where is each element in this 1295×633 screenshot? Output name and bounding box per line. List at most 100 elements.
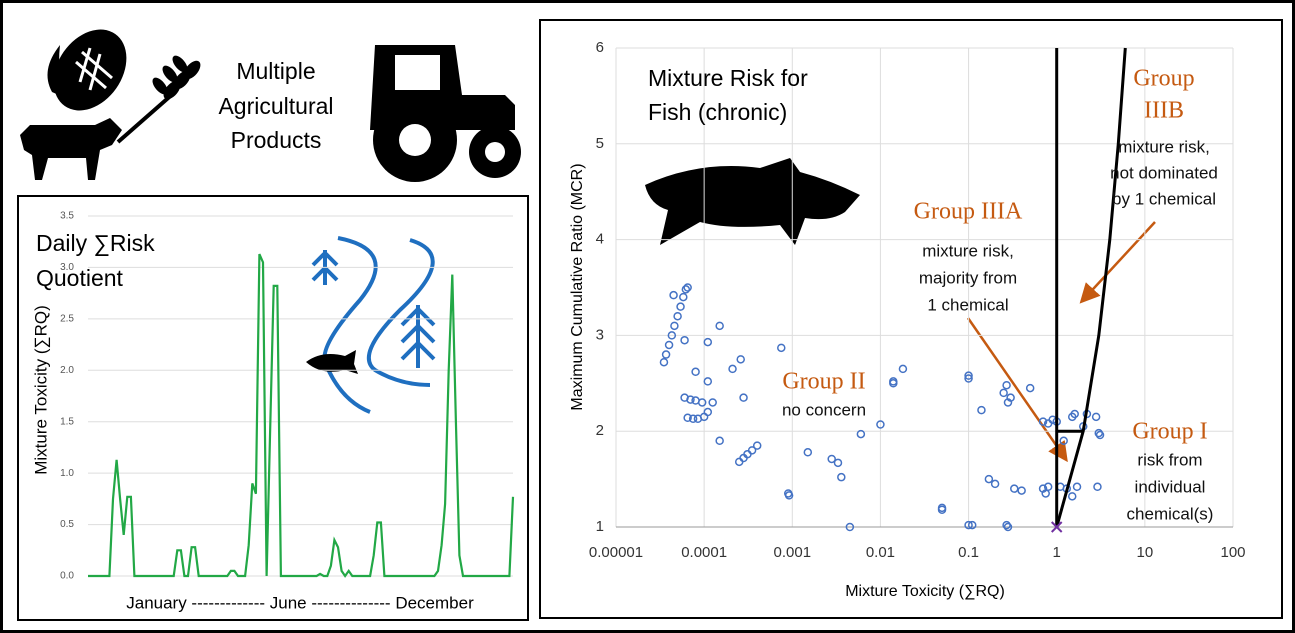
chart-title: Quotient xyxy=(36,265,124,291)
x-axis-label: Mixture Toxicity (∑RQ) xyxy=(845,583,1005,600)
data-point xyxy=(1010,484,1019,493)
cross-marker xyxy=(1051,521,1063,533)
arrow-iiib xyxy=(1079,221,1156,304)
data-point xyxy=(990,479,1000,489)
y-tick-label: 1.0 xyxy=(60,468,74,479)
data-point xyxy=(736,355,745,364)
tractor-icon xyxy=(370,45,521,182)
group-label: IIIB xyxy=(1144,98,1184,124)
group-label: Group IIIA xyxy=(914,199,1023,225)
x-tick-label: 0.00001 xyxy=(589,544,643,561)
data-point xyxy=(1091,412,1101,422)
data-point xyxy=(683,283,692,292)
data-point xyxy=(1095,430,1105,440)
corn-leaf xyxy=(47,45,70,100)
group-description: not dominated xyxy=(1110,163,1218,182)
data-point xyxy=(833,458,843,468)
data-point xyxy=(977,405,986,415)
data-point xyxy=(1093,482,1102,492)
data-point xyxy=(803,448,813,457)
data-point xyxy=(898,364,908,374)
y-tick-label: 1 xyxy=(596,518,604,535)
small-fish-icon xyxy=(306,350,358,374)
y-tick-label: 2.0 xyxy=(60,365,74,376)
x-tick-label: 0.1 xyxy=(958,544,979,561)
data-point xyxy=(664,340,674,350)
data-point xyxy=(752,441,762,450)
group-label: Group I xyxy=(1132,419,1207,445)
header-title: Multiple xyxy=(236,58,315,84)
fish-icon xyxy=(645,158,860,245)
data-point xyxy=(1025,383,1035,393)
data-point xyxy=(676,302,685,311)
y-tick-label: 3.5 xyxy=(60,211,74,222)
x-axis-label: January ------------- June -------------… xyxy=(126,593,474,612)
y-tick-label: 3.0 xyxy=(60,262,74,273)
y-tick-label: 5 xyxy=(596,135,604,152)
y-tick-label: 1.5 xyxy=(60,416,74,427)
data-point xyxy=(1017,486,1026,495)
data-point xyxy=(845,522,855,532)
y-axis-label: Mixture Toxicity (∑RQ) xyxy=(31,305,50,475)
y-axis-label: Maximum Cumulative Ratio (MCR) xyxy=(569,163,586,410)
x-tick-label: 100 xyxy=(1220,544,1245,561)
x-tick-label: 0.001 xyxy=(774,544,812,561)
data-point xyxy=(1059,436,1068,446)
corn-icon xyxy=(53,29,127,111)
data-point xyxy=(681,285,691,294)
data-point xyxy=(661,350,671,359)
data-point xyxy=(1002,380,1011,390)
data-point xyxy=(964,371,973,380)
group-label: Group xyxy=(1133,66,1194,92)
cow-icon xyxy=(20,118,122,180)
data-point xyxy=(703,377,713,386)
data-point xyxy=(673,311,682,321)
data-line xyxy=(88,253,515,578)
data-point xyxy=(739,393,748,402)
y-tick-label: 0.0 xyxy=(60,571,74,582)
data-point xyxy=(697,398,707,407)
data-point xyxy=(1070,409,1079,419)
data-point xyxy=(715,321,724,331)
header-title: Agricultural xyxy=(218,93,333,119)
data-point xyxy=(827,454,836,464)
data-point xyxy=(1038,417,1048,426)
boundary-line xyxy=(1055,47,1127,528)
data-point xyxy=(937,505,947,515)
river-icon xyxy=(311,236,436,414)
x-tick-label: 10 xyxy=(1137,544,1154,561)
group-description: risk from xyxy=(1137,450,1202,469)
data-point xyxy=(703,407,713,417)
data-point xyxy=(837,472,846,482)
group-description: no concern xyxy=(782,400,866,419)
left-panel xyxy=(17,195,529,621)
group-description: mixture risk, xyxy=(1118,137,1210,156)
y-tick-label: 2 xyxy=(596,422,604,439)
data-point xyxy=(1043,482,1053,492)
data-point xyxy=(667,331,677,340)
data-point xyxy=(659,357,669,367)
y-tick-label: 6 xyxy=(596,39,604,56)
wheat-stem xyxy=(116,90,177,144)
group-description: 1 chemical xyxy=(927,295,1008,314)
data-point xyxy=(1067,492,1077,501)
chart-title: Daily ∑Risk xyxy=(36,230,155,256)
data-point xyxy=(967,520,977,530)
group-description: mixture risk, xyxy=(922,241,1014,260)
group-description: majority from xyxy=(919,268,1017,287)
data-point xyxy=(1003,522,1013,532)
y-tick-label: 4 xyxy=(596,231,604,248)
y-tick-label: 3 xyxy=(596,326,604,343)
group-description: by 1 chemical xyxy=(1112,189,1216,208)
data-point xyxy=(708,398,717,407)
data-point xyxy=(999,388,1008,398)
y-tick-label: 2.5 xyxy=(60,313,74,324)
data-point xyxy=(670,321,679,331)
group-label: Group II xyxy=(782,369,865,395)
data-point xyxy=(1072,482,1082,492)
chart-title: Mixture Risk for xyxy=(648,65,808,91)
data-point xyxy=(686,395,695,404)
data-point xyxy=(876,420,885,429)
data-point xyxy=(688,414,698,423)
